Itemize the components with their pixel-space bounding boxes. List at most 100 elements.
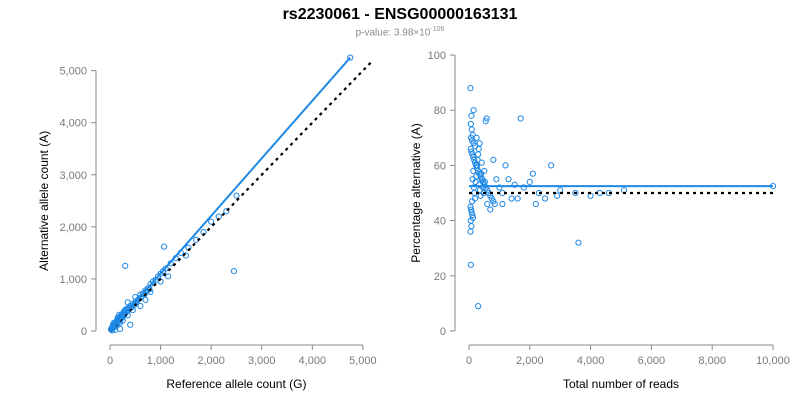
- chart2-data-point: [482, 118, 489, 125]
- chart1-data-point: [233, 192, 240, 199]
- chart2-data-point: [541, 195, 549, 202]
- chart2-data-point: [493, 176, 500, 183]
- chart1-y-tick-label: 5,000: [59, 66, 87, 78]
- chart2-data-point: [467, 145, 474, 152]
- chart2-data-point: [475, 303, 482, 310]
- chart2-data-point: [517, 115, 524, 122]
- chart2-x-tick-label: 2,000: [516, 355, 544, 367]
- chart2-y-tick-label: 40: [434, 216, 446, 228]
- chart1-x-tick-label: 1,000: [147, 355, 175, 367]
- chart2-data-point: [468, 148, 475, 155]
- chart2-data-point: [481, 167, 488, 175]
- p-value-base: 10: [419, 27, 431, 39]
- chart2-y-tick-label: 20: [434, 271, 446, 283]
- chart1-y-axis-label: Alternative allele count (A): [37, 131, 51, 271]
- chart2-data-point: [473, 173, 480, 180]
- chart1-data-point: [137, 302, 144, 310]
- chart2-data-point: [470, 154, 477, 161]
- chart2-data-point: [480, 189, 487, 197]
- chart1-fit-line: [109, 56, 351, 332]
- chart-title: rs2230061 - ENSG00000163131: [282, 6, 518, 23]
- p-value-prefix: p-value: 3.98×: [355, 27, 420, 39]
- chart2-data-point: [470, 107, 477, 114]
- chart1-x-axis-label: Reference allele count (G): [166, 377, 306, 391]
- chart1-x-tick-label: 0: [107, 355, 113, 367]
- chart1-x-tick-label: 5,000: [349, 355, 377, 367]
- chart2-data-point: [529, 170, 536, 177]
- chart2-data-point: [554, 192, 561, 199]
- chart2-data-point: [469, 151, 476, 158]
- chart1-data-point: [124, 299, 131, 306]
- chart2-data-point: [467, 85, 474, 92]
- chart1-data-point: [117, 325, 124, 333]
- p-value-exponent: -106: [430, 26, 445, 33]
- chart2-data-point: [572, 189, 579, 197]
- chart1-y-tick-label: 3,000: [59, 170, 87, 182]
- chart2-data-point: [473, 134, 480, 141]
- chart2-y-tick-label: 0: [440, 326, 446, 338]
- chart2-data-point: [471, 156, 478, 163]
- chart2-data-point: [468, 112, 475, 119]
- chart2-data-point: [520, 184, 527, 191]
- chart2-data-point: [468, 126, 475, 133]
- chart1-data-point: [162, 265, 169, 272]
- chart1-data-point: [223, 208, 230, 215]
- chart2-x-tick-label: 0: [466, 355, 472, 367]
- chart2-data-point: [476, 140, 483, 147]
- chart2-data-point: [470, 167, 477, 175]
- chart2-x-tick-label: 10,000: [756, 355, 790, 367]
- chart2-data-point: [475, 151, 482, 158]
- chart1-data-point: [347, 54, 354, 61]
- chart1-reference-line: [109, 59, 374, 332]
- chart2-data-point: [484, 200, 491, 208]
- chart2-data-point: [467, 228, 474, 235]
- chart1-y-tick-label: 2,000: [59, 222, 87, 234]
- chart2-data-point: [468, 223, 475, 230]
- chart2-data-point: [468, 206, 475, 213]
- chart2-data-point: [502, 162, 509, 169]
- chart2-data-point: [483, 115, 490, 122]
- chart1-data-point: [142, 296, 149, 303]
- chart2-data-point: [505, 176, 512, 183]
- chart1-data-point: [122, 262, 129, 270]
- chart2-data-point: [478, 159, 485, 166]
- chart2-data-point: [499, 200, 506, 208]
- chart2-y-tick-label: 100: [428, 50, 446, 62]
- chart1-y-tick-label: 1,000: [59, 274, 87, 286]
- chart1-data-point: [127, 321, 134, 328]
- chart2-data-point: [511, 181, 518, 188]
- chart2-x-tick-label: 8,000: [698, 355, 726, 367]
- chart1-x-tick-label: 3,000: [248, 355, 276, 367]
- chart2-data-point: [490, 156, 497, 163]
- chart1-y-tick-label: 4,000: [59, 118, 87, 130]
- chart2-y-tick-label: 60: [434, 160, 446, 172]
- chart2-x-tick-label: 6,000: [638, 355, 666, 367]
- chart2-data-point: [481, 178, 488, 186]
- chart1-data-point: [161, 243, 168, 250]
- chart1-data-point: [132, 294, 139, 301]
- chart2-y-tick-label: 80: [434, 105, 446, 117]
- chart2-x-tick-label: 4,000: [577, 355, 605, 367]
- chart2-data-point: [532, 200, 539, 208]
- chart2-data-point: [471, 195, 479, 202]
- chart2-y-axis-label: Percentage alternative (A): [409, 123, 423, 262]
- chart1-x-tick-label: 4,000: [299, 355, 327, 367]
- chart2-data-point: [487, 206, 494, 213]
- chart1-x-tick-label: 2,000: [197, 355, 225, 367]
- chart1-y-tick-label: 0: [81, 326, 87, 338]
- chart1-data-point: [230, 268, 238, 275]
- chart2-data-point: [467, 120, 474, 128]
- chart2-data-point: [469, 211, 476, 219]
- chart1-data-point: [208, 218, 215, 225]
- chart2-data-point: [467, 261, 474, 268]
- chart2-data-point: [526, 178, 533, 186]
- chart-subtitle: p-value: 3.98×10-106: [0, 26, 800, 38]
- chart2-data-point: [467, 203, 474, 210]
- chart2-data-point: [475, 145, 482, 152]
- chart2-data-point: [496, 184, 503, 191]
- chart2-data-point: [491, 200, 498, 208]
- chart2-data-point: [508, 195, 515, 202]
- chart1-data-point: [116, 311, 123, 318]
- chart1-data-point: [165, 273, 172, 280]
